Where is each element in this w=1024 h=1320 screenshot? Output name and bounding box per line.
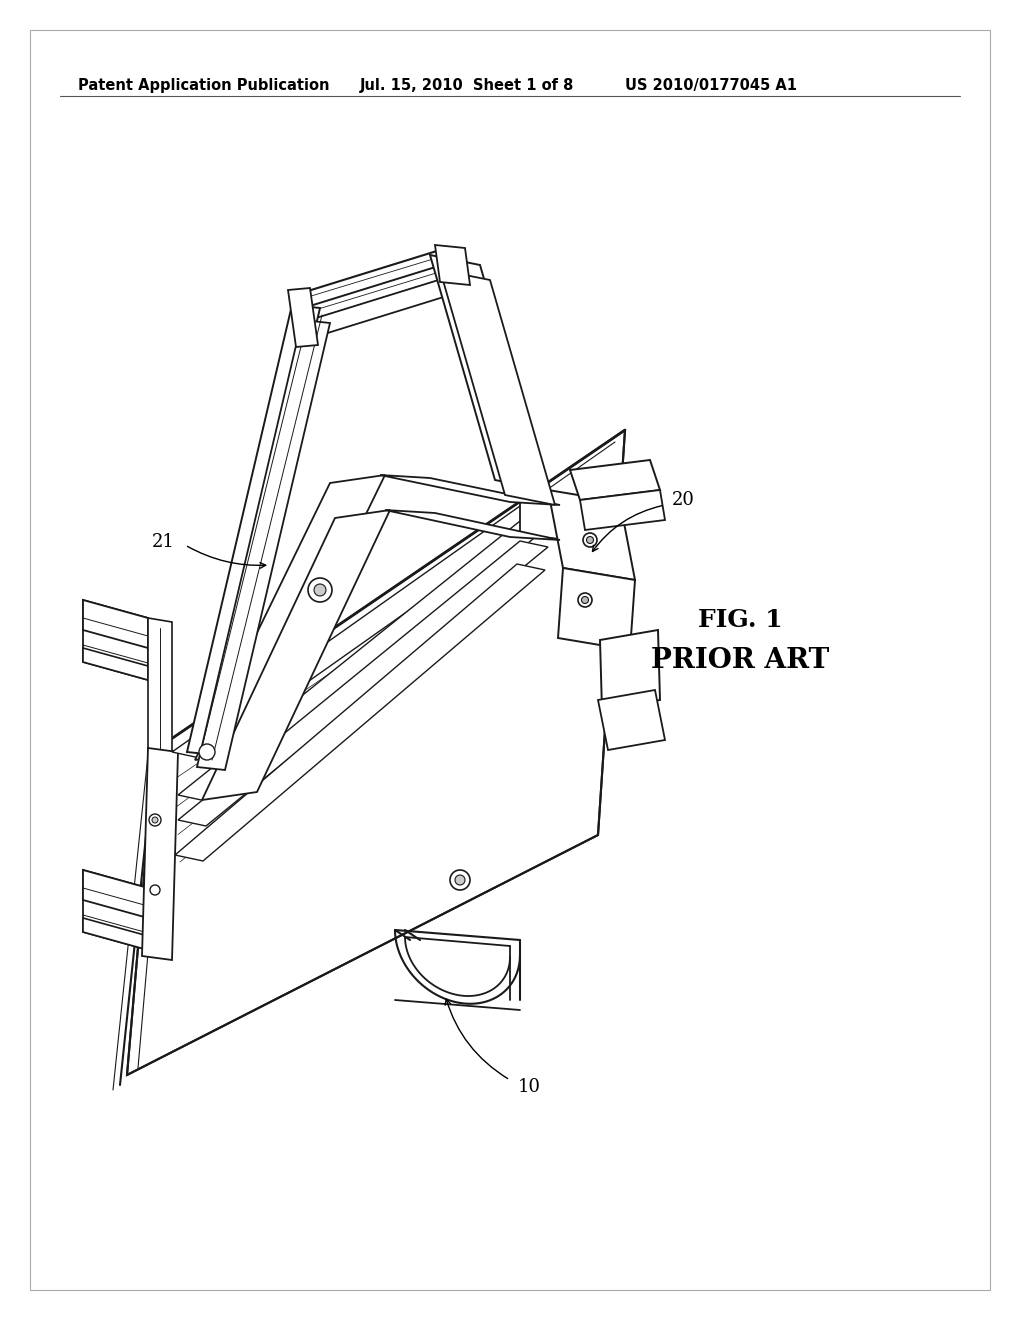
Circle shape [578,593,592,607]
Polygon shape [520,500,570,540]
Polygon shape [297,265,447,323]
Polygon shape [83,648,148,680]
Polygon shape [175,564,545,861]
Circle shape [308,578,332,602]
Text: PRIOR ART: PRIOR ART [651,647,829,673]
Polygon shape [300,279,450,341]
Polygon shape [197,319,330,770]
Circle shape [450,870,470,890]
Polygon shape [435,246,470,285]
Circle shape [199,744,215,760]
Polygon shape [295,249,445,310]
Text: Patent Application Publication: Patent Application Publication [78,78,330,92]
Polygon shape [288,288,318,347]
Polygon shape [598,690,665,750]
Polygon shape [83,917,148,950]
Circle shape [587,536,594,544]
Polygon shape [83,601,148,680]
Polygon shape [83,601,148,648]
Polygon shape [385,510,560,540]
Circle shape [455,875,465,884]
Circle shape [583,533,597,546]
Polygon shape [380,475,560,506]
Polygon shape [195,475,385,760]
Text: Jul. 15, 2010  Sheet 1 of 8: Jul. 15, 2010 Sheet 1 of 8 [360,78,574,92]
Text: 21: 21 [153,533,175,550]
Polygon shape [172,506,548,758]
Circle shape [150,814,161,826]
Polygon shape [187,305,319,755]
Text: US 2010/0177045 A1: US 2010/0177045 A1 [625,78,797,92]
Text: FIG. 1: FIG. 1 [697,609,782,632]
Circle shape [582,597,589,603]
Polygon shape [580,490,665,531]
Circle shape [150,884,160,895]
Polygon shape [600,630,660,710]
Polygon shape [127,430,625,1074]
Polygon shape [440,271,555,506]
Polygon shape [548,490,635,579]
Polygon shape [142,748,178,960]
Polygon shape [430,255,545,490]
Polygon shape [570,459,660,500]
Polygon shape [558,568,635,649]
Polygon shape [202,510,390,800]
Polygon shape [83,870,148,917]
Text: 20: 20 [672,491,695,510]
Polygon shape [83,870,148,950]
Polygon shape [178,541,548,826]
Polygon shape [178,521,548,801]
Text: 10: 10 [518,1078,541,1096]
Circle shape [314,583,326,597]
Polygon shape [148,618,172,950]
Circle shape [152,817,158,822]
